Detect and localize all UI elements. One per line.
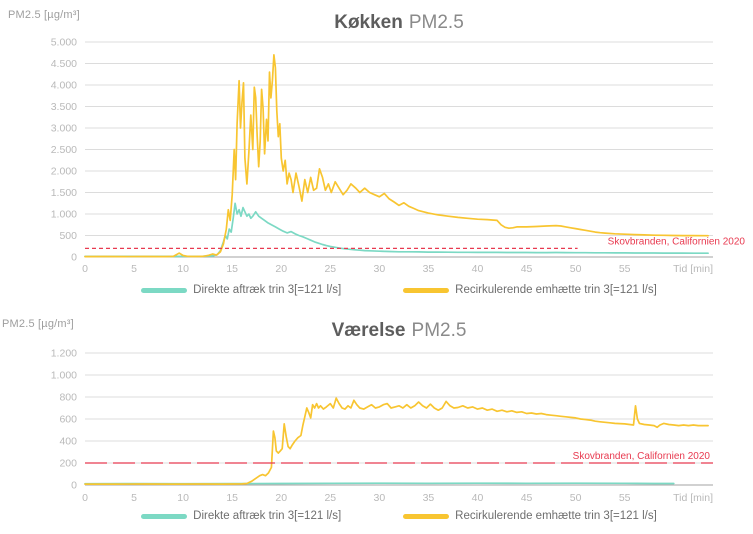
x-tick-label: 20 xyxy=(275,492,287,504)
threshold-label: Skovbranden, Californien 2020 xyxy=(608,236,746,247)
direct-series-label: Direkte aftræk trin 3[=121 l/s] xyxy=(193,284,342,296)
kitchen-chart-section: PM2.5 [µg/m³] Køkken PM2.5 0 500 1.000 1.500… xyxy=(8,9,746,296)
y-tick-label: 400 xyxy=(59,436,77,448)
x-tick-label: 10 xyxy=(177,492,189,504)
chart-title-metric: PM2.5 xyxy=(408,12,464,33)
chart-title-room: Værelse xyxy=(331,320,406,341)
recirc-series-swatch xyxy=(403,287,450,293)
x-tick-label: 15 xyxy=(226,263,238,275)
x-tick-label: 35 xyxy=(423,263,435,275)
y-tick-label: 4.000 xyxy=(51,80,77,92)
threshold-label: Skovbranden, Californien 2020 xyxy=(573,451,711,462)
x-tick-label: 0 xyxy=(82,492,88,504)
y-tick-label: 3.500 xyxy=(51,101,77,113)
x-tick-label: 45 xyxy=(521,492,533,504)
y-tick-label: 2.000 xyxy=(51,166,77,178)
legend-item-recirc: Recirkulerende emhætte trin 3[=121 l/s] xyxy=(403,510,657,522)
legend-item-direct: Direkte aftræk trin 3[=121 l/s] xyxy=(141,510,341,522)
x-tick-label: 25 xyxy=(324,263,336,275)
x-tick-label: 55 xyxy=(619,263,631,275)
x-tick-label: 50 xyxy=(570,492,582,504)
x-axis-title: Tid [min] xyxy=(673,263,713,275)
y-tick-label: 1.000 xyxy=(51,370,77,382)
x-tick-label: 35 xyxy=(423,492,435,504)
recirc-series-label: Recirkulerende emhætte trin 3[=121 l/s] xyxy=(455,284,657,296)
recirc-series-line xyxy=(84,54,709,258)
x-tick-label: 40 xyxy=(472,263,484,275)
room-plot: 0 200 400 600 800 1.000 1.200 0 5 10 15 20 25 30 35 40 4… xyxy=(51,348,713,505)
y-tick-label: 200 xyxy=(59,458,77,470)
recirc-series-label: Recirkulerende emhætte trin 3[=121 l/s] xyxy=(455,510,657,522)
kitchen-plot: 05001.0001.5002.0002.5003.0003.5004.0004… xyxy=(51,37,746,276)
chart-title-metric: PM2.5 xyxy=(411,320,467,341)
x-tick-label: 40 xyxy=(472,492,484,504)
y-tick-label: 2.500 xyxy=(51,144,77,156)
chart-title-room: Køkken xyxy=(334,12,403,33)
x-axis-title: Tid [min] xyxy=(673,492,713,504)
legend-item-recirc: Recirkulerende emhætte trin 3[=121 l/s] xyxy=(403,284,657,296)
y-tick-label: 0 xyxy=(71,252,77,264)
x-tick-label: 10 xyxy=(177,263,189,275)
recirc-series-line xyxy=(84,397,709,485)
x-tick-label: 0 xyxy=(82,263,88,275)
y-tick-label: 4.500 xyxy=(51,58,77,70)
direct-series-label: Direkte aftræk trin 3[=121 l/s] xyxy=(193,510,342,522)
direct-series-swatch xyxy=(141,287,188,293)
y-tick-label: 1.000 xyxy=(51,209,77,221)
x-tick-label: 30 xyxy=(374,492,386,504)
x-tick-label: 50 xyxy=(570,263,582,275)
legend-item-direct: Direkte aftræk trin 3[=121 l/s] xyxy=(141,284,341,296)
chart-title: Værelse PM2.5 xyxy=(85,320,713,342)
y-tick-label: 800 xyxy=(59,392,77,404)
x-tick-label: 55 xyxy=(619,492,631,504)
room-chart-section: PM2.5 [µg/m³] Værelse PM2.5 0 200 400 600 800… xyxy=(0,312,753,534)
y-tick-label: 1.200 xyxy=(51,348,77,360)
y-tick-label: 3.000 xyxy=(51,123,77,135)
y-tick-label: 500 xyxy=(59,230,77,242)
x-tick-label: 20 xyxy=(275,263,287,275)
chart-title: Køkken PM2.5 xyxy=(85,12,713,34)
x-tick-label: 5 xyxy=(131,492,137,504)
y-axis-title: PM2.5 [µg/m³] xyxy=(2,318,74,330)
legend: Direkte aftræk trin 3[=121 l/s] Recirkul… xyxy=(85,284,713,296)
x-tick-label: 25 xyxy=(324,492,336,504)
y-tick-label: 0 xyxy=(71,480,77,492)
recirc-series-swatch xyxy=(403,513,450,519)
direct-series-swatch xyxy=(141,513,188,519)
y-tick-label: 5.000 xyxy=(51,37,77,49)
y-tick-label: 600 xyxy=(59,414,77,426)
x-tick-label: 45 xyxy=(521,263,533,275)
x-tick-label: 15 xyxy=(226,492,238,504)
x-tick-label: 5 xyxy=(131,263,137,275)
legend: Direkte aftræk trin 3[=121 l/s] Recirkul… xyxy=(85,510,713,522)
y-axis-title: PM2.5 [µg/m³] xyxy=(8,9,80,21)
x-tick-label: 30 xyxy=(374,263,386,275)
y-tick-label: 1.500 xyxy=(51,187,77,199)
direct-series-line xyxy=(84,202,709,258)
